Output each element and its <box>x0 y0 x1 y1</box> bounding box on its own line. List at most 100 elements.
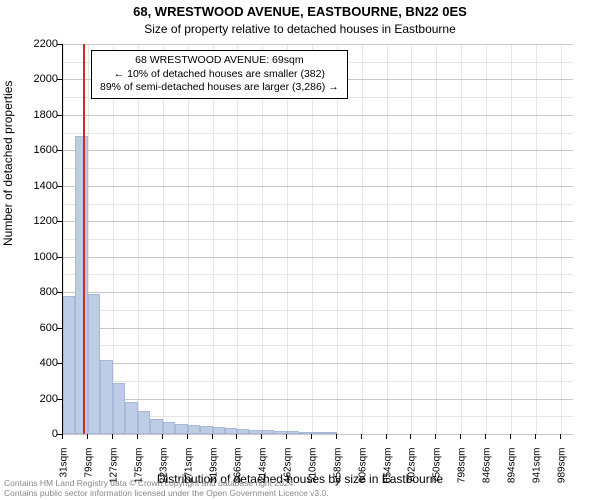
xtick-mark <box>236 434 237 439</box>
ytick-label: 1600 <box>18 144 58 156</box>
gridline-h-minor <box>63 310 573 311</box>
xtick-mark <box>162 434 163 439</box>
gridline-h-major <box>63 399 573 400</box>
histogram-bar <box>287 431 299 434</box>
xtick-label: 941sqm <box>531 448 542 498</box>
ytick-label: 1000 <box>18 251 58 263</box>
gridline-h-major <box>63 363 573 364</box>
chart-container: 68, WRESTWOOD AVENUE, EASTBOURNE, BN22 0… <box>0 0 600 500</box>
xtick-label: 750sqm <box>432 448 443 498</box>
histogram-bar <box>312 432 324 434</box>
gridline-h-major <box>63 186 573 187</box>
xtick-mark <box>87 434 88 439</box>
xtick-mark <box>286 434 287 439</box>
histogram-bar <box>88 294 100 434</box>
histogram-bar <box>262 430 274 434</box>
xtick-mark <box>187 434 188 439</box>
histogram-bar <box>188 425 200 434</box>
ytick-label: 2200 <box>18 38 58 50</box>
gridline-h-minor <box>63 204 573 205</box>
histogram-bar <box>100 360 112 434</box>
histogram-bar <box>138 411 150 434</box>
gridline-h-minor <box>63 274 573 275</box>
plot-area: 68 WRESTWOOD AVENUE: 69sqm← 10% of detac… <box>62 44 573 435</box>
xtick-mark <box>112 434 113 439</box>
histogram-bar <box>200 426 212 434</box>
histogram-bar <box>175 424 187 434</box>
xtick-mark <box>410 434 411 439</box>
histogram-bar <box>75 136 87 434</box>
xtick-label: 558sqm <box>332 448 343 498</box>
xtick-mark <box>485 434 486 439</box>
xtick-mark <box>435 434 436 439</box>
gridline-h-minor <box>63 133 573 134</box>
gridline-h-minor <box>63 168 573 169</box>
ytick-label: 600 <box>18 322 58 334</box>
xtick-label: 462sqm <box>282 448 293 498</box>
ytick-label: 400 <box>18 357 58 369</box>
gridline-h-minor <box>63 239 573 240</box>
xtick-mark <box>311 434 312 439</box>
gridline-h-major <box>63 257 573 258</box>
ytick-label: 1200 <box>18 215 58 227</box>
gridline-h-major <box>63 292 573 293</box>
ytick-label: 200 <box>18 393 58 405</box>
xtick-label: 223sqm <box>158 448 169 498</box>
ytick-label: 2000 <box>18 73 58 85</box>
xtick-mark <box>62 434 63 439</box>
gridline-h-major <box>63 150 573 151</box>
chart-title-sub: Size of property relative to detached ho… <box>0 22 600 36</box>
annotation-line-2: ← 10% of detached houses are smaller (38… <box>100 68 339 82</box>
chart-title-main: 68, WRESTWOOD AVENUE, EASTBOURNE, BN22 0… <box>0 4 600 19</box>
histogram-bar <box>163 422 175 434</box>
property-marker-line <box>83 44 85 434</box>
annotation-line-3: 89% of semi-detached houses are larger (… <box>100 81 339 95</box>
xtick-mark <box>212 434 213 439</box>
ytick-label: 1400 <box>18 180 58 192</box>
histogram-bar <box>63 296 75 434</box>
gridline-h-major <box>63 221 573 222</box>
xtick-label: 702sqm <box>407 448 418 498</box>
xtick-mark <box>535 434 536 439</box>
xtick-mark <box>460 434 461 439</box>
xtick-label: 846sqm <box>482 448 493 498</box>
gridline-h-major <box>63 44 573 45</box>
gridline-h-major <box>63 115 573 116</box>
xtick-label: 366sqm <box>232 448 243 498</box>
annotation-line-1: 68 WRESTWOOD AVENUE: 69sqm <box>100 54 339 68</box>
xtick-mark <box>261 434 262 439</box>
histogram-bar <box>113 383 125 434</box>
xtick-label: 606sqm <box>357 448 368 498</box>
gridline-h-major <box>63 328 573 329</box>
xtick-mark <box>336 434 337 439</box>
xtick-label: 989sqm <box>556 448 567 498</box>
ytick-label: 0 <box>18 428 58 440</box>
y-axis-title: Number of detached properties <box>1 81 15 246</box>
histogram-bar <box>150 419 162 434</box>
ytick-label: 1800 <box>18 109 58 121</box>
xtick-label: 798sqm <box>457 448 468 498</box>
xtick-label: 271sqm <box>183 448 194 498</box>
gridline-h-minor <box>63 381 573 382</box>
xtick-mark <box>137 434 138 439</box>
histogram-bar <box>237 429 249 434</box>
ytick-label: 800 <box>18 286 58 298</box>
xtick-label: 510sqm <box>307 448 318 498</box>
xtick-label: 31sqm <box>59 448 70 498</box>
gridline-h-major <box>63 434 573 435</box>
xtick-mark <box>361 434 362 439</box>
xtick-label: 654sqm <box>382 448 393 498</box>
xtick-label: 127sqm <box>108 448 119 498</box>
xtick-mark <box>560 434 561 439</box>
xtick-label: 414sqm <box>257 448 268 498</box>
xtick-mark <box>510 434 511 439</box>
xtick-label: 894sqm <box>507 448 518 498</box>
histogram-bar <box>125 402 137 434</box>
gridline-h-minor <box>63 345 573 346</box>
annotation-box: 68 WRESTWOOD AVENUE: 69sqm← 10% of detac… <box>91 50 348 99</box>
xtick-label: 79sqm <box>83 448 94 498</box>
xtick-label: 175sqm <box>133 448 144 498</box>
xtick-mark <box>386 434 387 439</box>
histogram-bar <box>213 427 225 434</box>
xtick-label: 319sqm <box>208 448 219 498</box>
